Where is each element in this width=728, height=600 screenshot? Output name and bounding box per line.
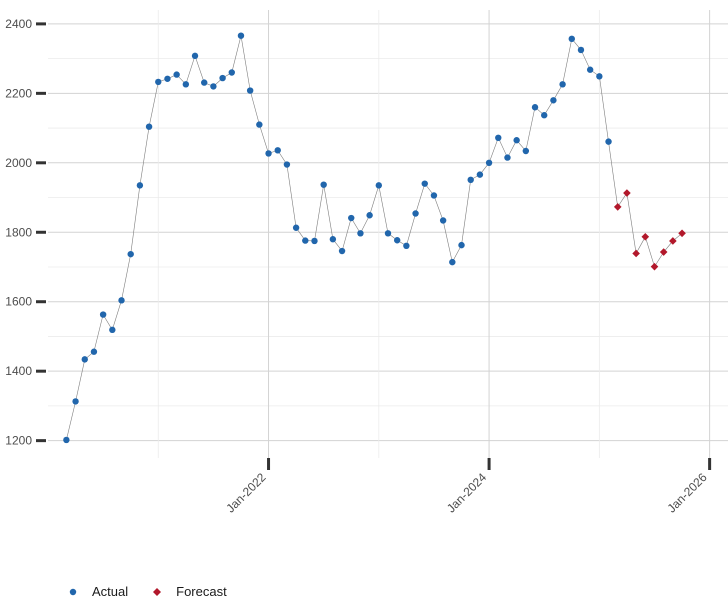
actual-point-25 — [292, 224, 300, 231]
forecast-point-5 — [659, 248, 668, 256]
actual-point-59 — [605, 138, 612, 145]
actual-point-31 — [348, 214, 355, 222]
actual-point-7 — [127, 250, 134, 258]
actual-point-1 — [72, 398, 79, 405]
actual-point-0 — [63, 436, 70, 444]
y-tick-label-2000: 2000 — [5, 156, 32, 170]
actual-point-3 — [90, 348, 98, 355]
actual-point-42 — [449, 258, 456, 266]
actual-point-30 — [338, 247, 346, 255]
y-tick-label-2400: 2400 — [5, 17, 32, 31]
forecast-point-0 — [613, 203, 622, 211]
actual-point-45 — [476, 171, 484, 178]
y-tick-label-1200: 1200 — [5, 434, 32, 448]
legend-item-forecast: Forecast — [150, 584, 227, 599]
actual-point-50 — [522, 147, 530, 155]
actual-point-14 — [191, 52, 199, 60]
actual-point-54 — [559, 81, 566, 88]
actual-point-18 — [228, 69, 235, 76]
actual-point-35 — [384, 230, 392, 237]
actual-point-48 — [504, 154, 511, 161]
actual-point-19 — [237, 32, 245, 39]
actual-point-38 — [412, 210, 419, 217]
actual-point-20 — [246, 87, 254, 94]
y-tick-label-1800: 1800 — [5, 225, 32, 239]
actual-point-57 — [586, 66, 594, 73]
actual-point-27 — [311, 237, 318, 245]
actual-point-4 — [99, 311, 107, 318]
actual-point-23 — [274, 147, 281, 154]
legend-swatch-actual — [66, 585, 80, 599]
grid — [48, 10, 728, 458]
x-tick-label-2: Jan-2026 — [664, 470, 710, 516]
forecast-point-6 — [669, 237, 677, 245]
x-tick-label-0: Jan-2022 — [223, 470, 269, 516]
axis-ticks — [36, 22, 712, 470]
y-axis-labels: 1200 1400 1600 1800 2000 2200 2400 — [5, 17, 32, 448]
series-line — [66, 35, 683, 440]
actual-point-15 — [201, 79, 208, 86]
actual-point-46 — [485, 159, 493, 167]
forecast-point-2 — [632, 249, 640, 258]
forecast-point-3 — [641, 232, 650, 241]
actual-point-58 — [596, 73, 603, 80]
forecast-point-1 — [623, 189, 631, 197]
actual-point-55 — [568, 35, 575, 43]
actual-point-51 — [531, 104, 539, 111]
forecast-point-7 — [678, 229, 686, 238]
actual-point-12 — [173, 71, 180, 78]
actual-point-16 — [210, 83, 217, 90]
actual-point-6 — [118, 297, 125, 304]
legend-item-actual: Actual — [66, 584, 128, 599]
actual-point-10 — [155, 78, 162, 86]
actual-point-29 — [329, 236, 337, 243]
actual-point-33 — [366, 212, 373, 219]
actual-point-52 — [541, 112, 548, 119]
actual-point-2 — [81, 356, 88, 363]
actual-point-40 — [430, 192, 438, 199]
actual-point-49 — [513, 137, 520, 144]
actual-point-26 — [302, 237, 309, 244]
actual-point-13 — [182, 81, 190, 88]
y-tick-label-1400: 1400 — [5, 364, 32, 378]
x-tick-label-1: Jan-2024 — [444, 470, 490, 516]
y-tick-label-2200: 2200 — [5, 86, 32, 100]
forecast-point-4 — [650, 262, 659, 271]
actual-point-44 — [467, 176, 474, 184]
actual-point-41 — [439, 217, 447, 224]
actual-point-24 — [283, 161, 291, 168]
legend-label-forecast: Forecast — [176, 584, 227, 599]
actual-point-17 — [219, 74, 226, 82]
actual-point-43 — [458, 241, 465, 249]
actual-point-5 — [109, 326, 116, 334]
actual-point-53 — [550, 97, 557, 104]
actual-point-39 — [421, 180, 428, 187]
actual-point-56 — [577, 46, 585, 54]
actual-point-9 — [145, 123, 153, 130]
actual-point-36 — [393, 237, 401, 244]
series — [63, 32, 686, 444]
actual-point-22 — [265, 150, 272, 157]
actual-point-34 — [375, 182, 383, 189]
actual-point-32 — [357, 230, 364, 237]
legend-swatch-forecast — [150, 585, 164, 599]
x-axis-labels: Jan-2022 Jan-2024 Jan-2026 — [223, 470, 710, 516]
actual-point-37 — [403, 242, 410, 250]
actual-point-21 — [256, 121, 263, 128]
actual-point-47 — [495, 134, 502, 142]
legend: Actual Forecast — [66, 584, 249, 599]
actual-point-11 — [164, 75, 171, 82]
actual-point-8 — [136, 182, 144, 189]
y-tick-label-1600: 1600 — [5, 295, 32, 309]
actual-point-28 — [320, 181, 327, 188]
legend-label-actual: Actual — [92, 584, 129, 599]
